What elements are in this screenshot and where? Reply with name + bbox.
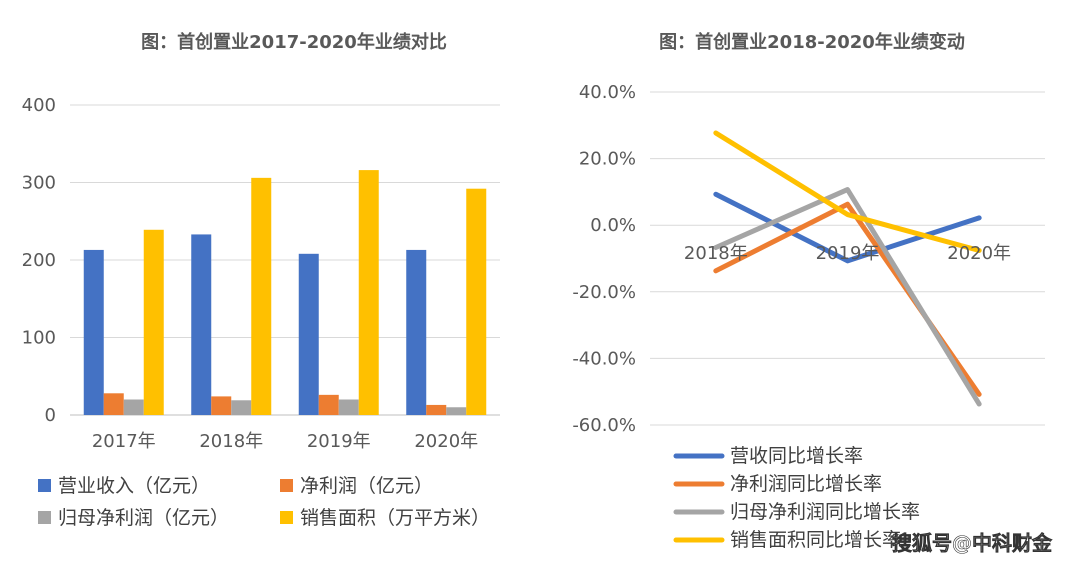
- bar-x-tick-label: 2018年: [199, 431, 263, 452]
- bar-y-tick-label: 0: [45, 405, 56, 426]
- line-y-tick-label: -60.0%: [572, 415, 636, 436]
- line-legend-label: 归母净利润同比增长率: [730, 501, 920, 523]
- line-series-0: [713, 191, 982, 264]
- bar-3-3: [466, 188, 487, 415]
- bar-y-tick-label: 400: [22, 95, 56, 116]
- bar-x-tick-label: 2019年: [307, 431, 371, 452]
- line-series-2: [713, 187, 982, 407]
- bar-y-tick-label: 100: [22, 328, 56, 349]
- watermark: 搜狐号@中科财金: [892, 531, 1053, 555]
- bar-legend-swatch: [280, 511, 293, 524]
- line-x-tick-label: 2020年: [947, 243, 1011, 264]
- bar-legend-label: 销售面积（万平方米）: [300, 507, 490, 529]
- line-legend-label: 净利润同比增长率: [730, 473, 882, 495]
- bar-y-tick-label: 200: [22, 250, 56, 271]
- bar-2-1: [318, 394, 339, 415]
- bar-2-3: [358, 170, 379, 415]
- bar-1-2: [231, 400, 252, 415]
- bar-0-3: [143, 229, 164, 415]
- bar-legend-swatch: [280, 479, 293, 492]
- bar-legend-label: 营业收入（亿元）: [58, 475, 210, 497]
- bar-3-1: [426, 404, 447, 415]
- bar-legend-swatch: [38, 511, 51, 524]
- line-chart: 图：首创置业2018-2020年业绩变动 -60.0% -40.0% -20.0% 0…: [572, 31, 1045, 551]
- line-chart-title: 图：首创置业2018-2020年业绩变动: [659, 31, 965, 53]
- bar-3-2: [446, 407, 467, 415]
- bar-1-3: [251, 177, 272, 415]
- bar-3-0: [406, 249, 427, 415]
- line-legend-label: 销售面积同比增长率: [730, 529, 901, 551]
- line-x-tick-label: 2019年: [816, 243, 880, 264]
- bar-2-0: [298, 253, 319, 415]
- line-y-tick-label: 0.0%: [590, 215, 636, 236]
- bar-x-tick-label: 2017年: [92, 431, 156, 452]
- bar-1-0: [191, 234, 212, 415]
- line-x-tick-label: 2018年: [684, 243, 748, 264]
- bar-x-tick-label: 2020年: [414, 431, 478, 452]
- bar-0-1: [103, 393, 124, 415]
- line-y-tick-label: 20.0%: [579, 149, 636, 170]
- line-y-tick-label: -20.0%: [572, 282, 636, 303]
- bar-0-0: [83, 249, 104, 415]
- bar-chart: 图：首创置业2017-2020年业绩对比 0 100 200 300 400 2017年…: [22, 31, 500, 529]
- line-y-tick-label: -40.0%: [572, 348, 636, 369]
- bar-legend-label: 归母净利润（亿元）: [58, 507, 229, 529]
- bar-0-2: [123, 399, 144, 415]
- line-legend-label: 营收同比增长率: [730, 445, 863, 467]
- line-series-3: [713, 130, 982, 254]
- bar-y-tick-label: 300: [22, 173, 56, 194]
- bar-2-2: [338, 399, 359, 415]
- line-y-tick-label: 40.0%: [579, 82, 636, 103]
- bar-chart-title: 图：首创置业2017-2020年业绩对比: [141, 31, 447, 53]
- bar-legend-swatch: [38, 479, 51, 492]
- bar-1-1: [211, 396, 232, 415]
- bar-legend-label: 净利润（亿元）: [300, 475, 433, 497]
